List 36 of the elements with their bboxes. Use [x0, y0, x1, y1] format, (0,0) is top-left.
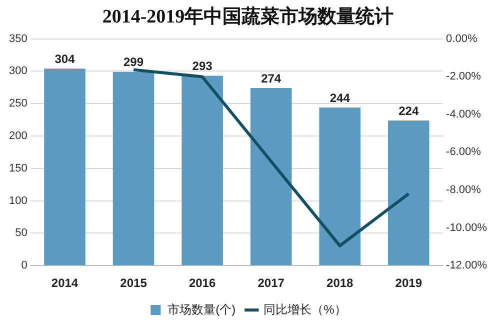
data-label: 274 [261, 71, 282, 86]
data-label: 224 [398, 104, 419, 118]
y2-tick-label: 0.00% [446, 32, 478, 45]
x-tick-label: 2016 [188, 276, 216, 290]
y-tick-label: 350 [8, 32, 28, 45]
y2-tick-label: -10.00% [446, 222, 488, 234]
y-tick-label: 300 [8, 65, 28, 78]
data-label: 244 [330, 90, 350, 105]
x-tick-label: 2014 [51, 276, 78, 290]
legend-label: 同比增长（%） [264, 302, 346, 316]
bar [319, 107, 360, 266]
data-label: 304 [54, 52, 76, 66]
y2-tick-label: -4.00% [446, 108, 482, 120]
y-tick-label: 100 [8, 194, 28, 207]
data-label: 293 [192, 59, 213, 74]
y-tick-label: 250 [8, 98, 28, 110]
y-tick-label: 150 [8, 162, 28, 174]
legend-label: 市场数量(个) [168, 302, 236, 316]
x-tick-label: 2015 [120, 276, 148, 290]
y2-tick-label: -6.00% [446, 146, 482, 158]
bar [388, 120, 430, 266]
x-tick-label: 2019 [395, 276, 422, 290]
bar [182, 76, 223, 266]
y2-tick-label: -2.00% [446, 70, 482, 83]
bar [112, 72, 154, 266]
x-tick-label: 2018 [326, 276, 354, 290]
y-tick-label: 0 [21, 260, 28, 272]
y2-tick-label: -12.00% [446, 260, 488, 272]
y-tick-label: 200 [8, 130, 28, 142]
data-label: 299 [124, 55, 144, 70]
x-tick-label: 2017 [258, 276, 285, 290]
bar [44, 68, 86, 266]
y-tick-label: 50 [15, 227, 28, 240]
chart-title: 2014-2019年中国蔬菜市场数量统计 [102, 5, 394, 28]
bar [250, 88, 292, 266]
y2-tick-label: -8.00% [446, 184, 482, 196]
